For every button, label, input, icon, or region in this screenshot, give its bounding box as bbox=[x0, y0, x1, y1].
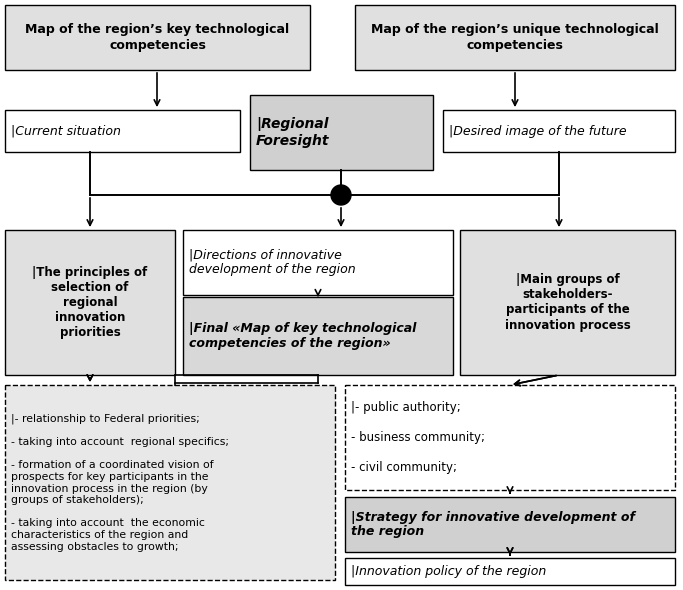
Polygon shape bbox=[250, 95, 433, 170]
Text: |Innovation policy of the region: |Innovation policy of the region bbox=[351, 565, 546, 578]
Text: |Desired image of the future: |Desired image of the future bbox=[449, 124, 626, 137]
Polygon shape bbox=[345, 385, 675, 490]
Text: |The principles of
selection of
regional
innovation
priorities: |The principles of selection of regional… bbox=[32, 266, 148, 339]
Text: |Final «Map of key technological
competencies of the region»: |Final «Map of key technological compete… bbox=[189, 322, 417, 350]
Polygon shape bbox=[345, 558, 675, 585]
Polygon shape bbox=[5, 230, 175, 375]
Text: |- public authority;

- business community;

- civil community;: |- public authority; - business communit… bbox=[351, 401, 485, 474]
Polygon shape bbox=[5, 5, 310, 70]
Text: |Strategy for innovative development of
the region: |Strategy for innovative development of … bbox=[351, 510, 635, 539]
Text: Map of the region’s key technological
competencies: Map of the region’s key technological co… bbox=[25, 24, 290, 51]
Polygon shape bbox=[5, 385, 335, 580]
Text: Map of the region’s unique technological
competencies: Map of the region’s unique technological… bbox=[371, 24, 659, 51]
Polygon shape bbox=[443, 110, 675, 152]
Polygon shape bbox=[345, 497, 675, 552]
Polygon shape bbox=[5, 110, 240, 152]
Polygon shape bbox=[183, 230, 453, 295]
Text: |Regional
Foresight: |Regional Foresight bbox=[256, 117, 329, 148]
Text: |Directions of innovative
development of the region: |Directions of innovative development of… bbox=[189, 248, 356, 277]
Polygon shape bbox=[460, 230, 675, 375]
Polygon shape bbox=[355, 5, 675, 70]
Text: |- relationship to Federal priorities;

- taking into account  regional specific: |- relationship to Federal priorities; -… bbox=[11, 414, 229, 552]
Text: |Main groups of
stakeholders-
participants of the
innovation process: |Main groups of stakeholders- participan… bbox=[505, 274, 630, 332]
Polygon shape bbox=[183, 297, 453, 375]
Circle shape bbox=[331, 185, 351, 205]
Text: |Current situation: |Current situation bbox=[11, 124, 121, 137]
